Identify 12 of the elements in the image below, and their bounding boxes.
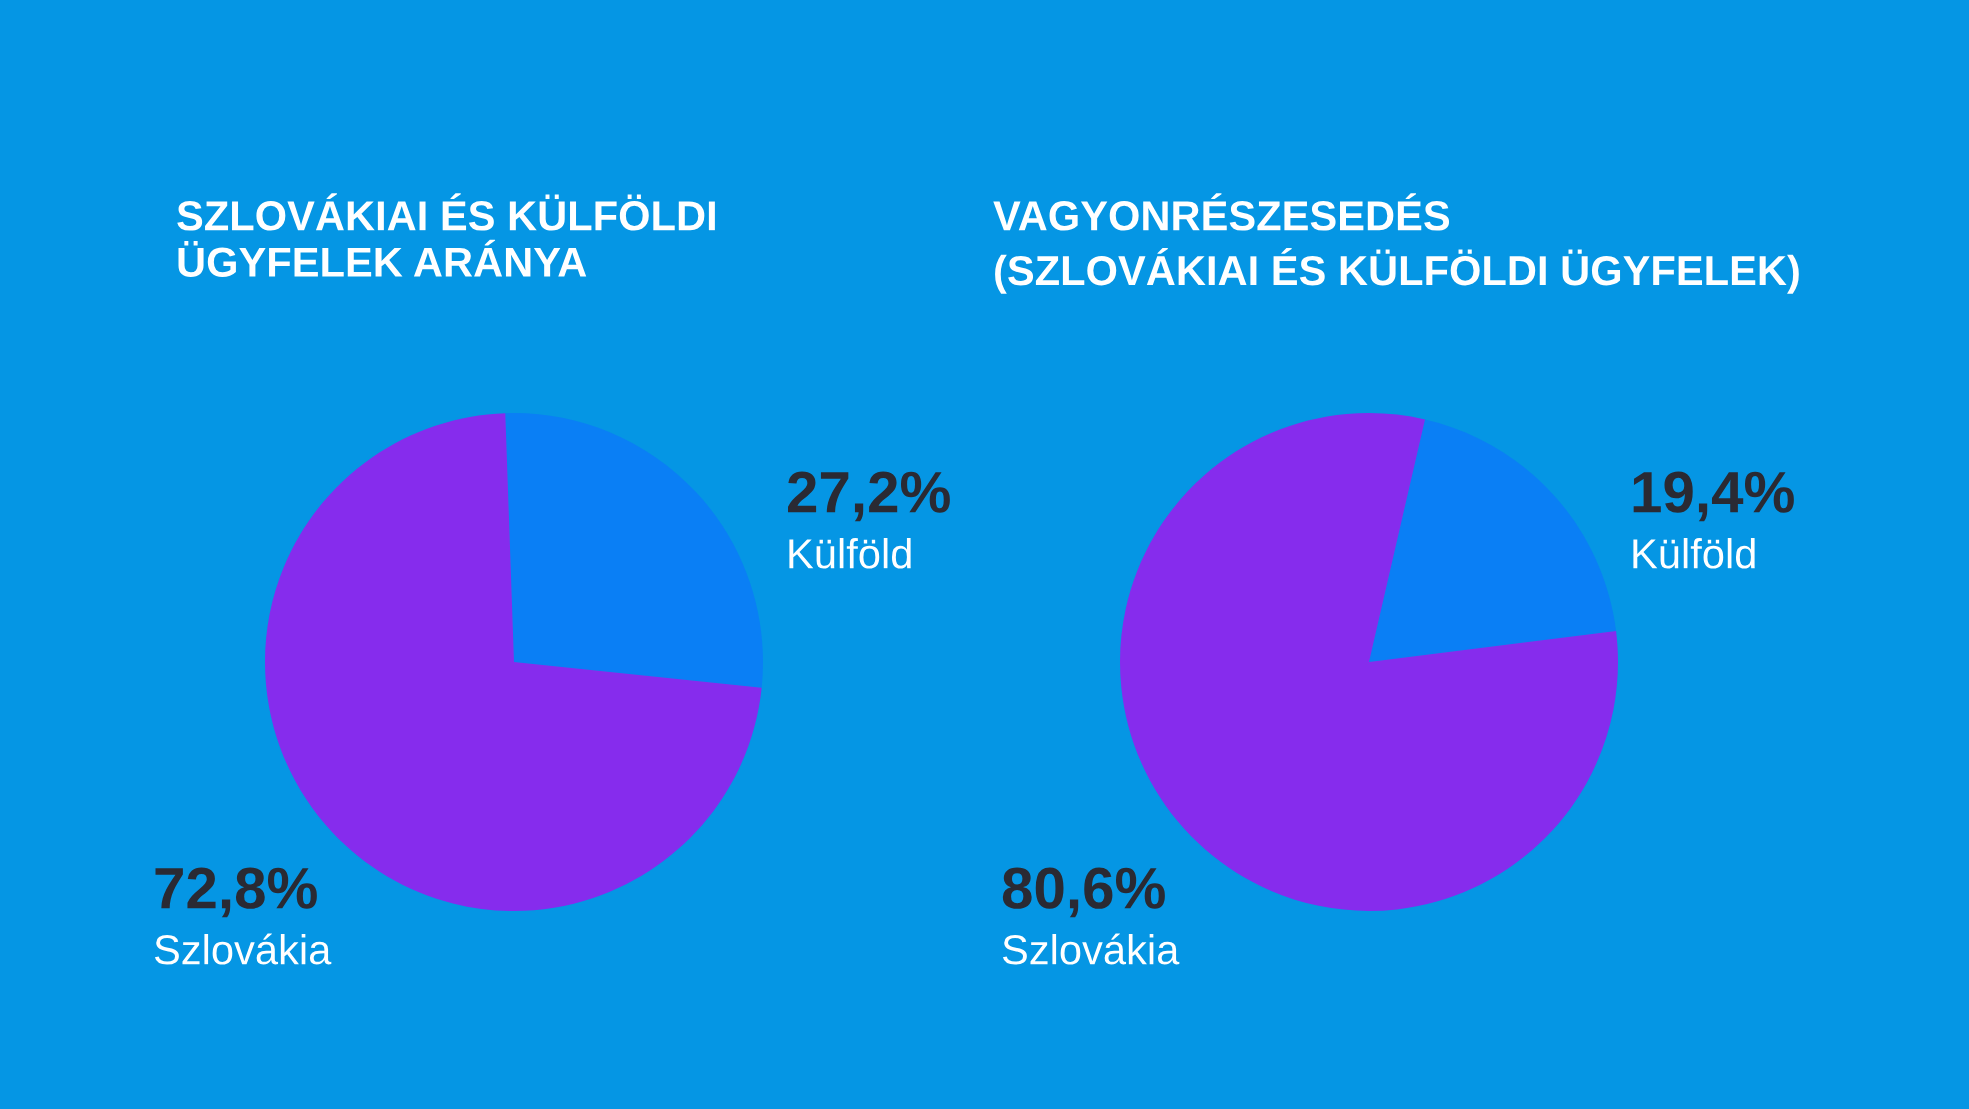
pie-slice (505, 413, 763, 688)
data-label: 72,8% (155, 867, 317, 918)
slice-label: Szlovákia (154, 933, 332, 965)
chart-title: SZLOVÁKIAI ÉS KÜLFÖLDI ÜGYFELEK ARÁNYA (177, 193, 715, 277)
chart-title: VAGYONRÉSZESEDÉS (SZLOVÁKIAI ÉS KÜLFÖLDI ÜGYFELEK) (993, 193, 1799, 294)
pie-slice (1369, 419, 1617, 662)
slice-label: Külföld (1633, 538, 1755, 569)
data-label: 27,2% (788, 471, 950, 522)
slice-label: Külföld (789, 538, 911, 569)
data-label: 19,4% (1633, 471, 1794, 522)
slice-label: Szlovákia (1002, 933, 1180, 965)
data-label: 80,6% (1002, 867, 1165, 918)
